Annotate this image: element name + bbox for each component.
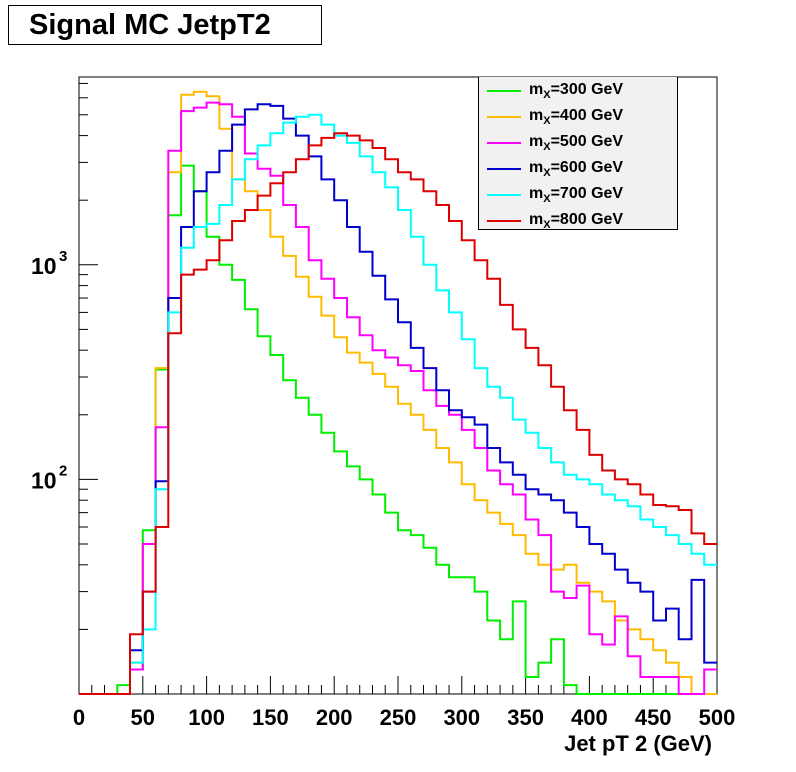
- legend-label-mass: =500 GeV: [550, 133, 624, 150]
- legend-label-symbol: m: [529, 133, 544, 150]
- legend-label-mass: =300 GeV: [550, 81, 624, 98]
- legend-entry: mX=500 GeV: [479, 129, 679, 155]
- legend-label: mX=500 GeV: [529, 133, 623, 153]
- legend-line-swatch: [487, 168, 521, 170]
- x-tick-label: 250: [380, 705, 417, 730]
- legend-label-subscript: X: [543, 219, 551, 232]
- legend-entry: mX=300 GeV: [479, 77, 679, 103]
- legend-entry: mX=600 GeV: [479, 155, 679, 181]
- legend-label-mass: =800 GeV: [550, 211, 624, 228]
- x-tick-label: 200: [316, 705, 353, 730]
- legend-label-subscript: X: [543, 141, 551, 154]
- legend-label-subscript: X: [543, 167, 551, 180]
- legend-label-symbol: m: [529, 159, 544, 176]
- legend-label-subscript: X: [543, 89, 551, 102]
- x-tick-label: 100: [188, 705, 225, 730]
- x-tick-label: 300: [443, 705, 480, 730]
- series-line-6: [79, 132, 717, 695]
- series-line-2: [79, 90, 717, 695]
- legend-label-symbol: m: [529, 185, 544, 202]
- y-tick-label: 10: [31, 467, 57, 493]
- legend-line-swatch: [487, 116, 521, 118]
- legend-label-subscript: X: [543, 193, 551, 206]
- legend-entry: mX=800 GeV: [479, 207, 679, 233]
- y-tick-label: 10: [31, 253, 57, 279]
- legend-label: mX=400 GeV: [529, 107, 623, 127]
- legend-entry: mX=700 GeV: [479, 181, 679, 207]
- chart-title-box: Signal MC JetpT2: [8, 5, 322, 45]
- legend-label-symbol: m: [529, 107, 544, 124]
- legend-label-mass: =600 GeV: [550, 159, 624, 176]
- chart-title: Signal MC JetpT2: [29, 9, 271, 41]
- x-axis-label: Jet pT 2 (GeV): [564, 731, 712, 756]
- legend-label-symbol: m: [529, 81, 544, 98]
- x-tick-label: 350: [507, 705, 544, 730]
- series-line-4: [79, 103, 717, 695]
- legend-label: mX=700 GeV: [529, 185, 623, 205]
- legend-line-swatch: [487, 220, 521, 222]
- x-tick-label: 500: [699, 705, 736, 730]
- x-tick-label: 450: [635, 705, 672, 730]
- y-tick-label-exponent: 2: [59, 462, 67, 479]
- legend-label-mass: =400 GeV: [550, 107, 624, 124]
- legend-label-symbol: m: [529, 211, 544, 228]
- legend-line-swatch: [487, 90, 521, 92]
- legend-label-subscript: X: [543, 115, 551, 128]
- series-layer: [79, 90, 717, 695]
- legend: mX=300 GeV mX=400 GeV mX=500 GeV mX=600 GeV…: [478, 77, 679, 233]
- legend-line-swatch: [487, 194, 521, 196]
- series-line-3: [79, 101, 717, 695]
- x-tick-label: 0: [73, 705, 85, 730]
- legend-label: mX=800 GeV: [529, 211, 623, 231]
- legend-label: mX=600 GeV: [529, 159, 623, 179]
- x-tick-label: 50: [131, 705, 155, 730]
- series-line-5: [79, 113, 717, 695]
- x-tick-label: 150: [252, 705, 289, 730]
- y-tick-label-exponent: 3: [59, 248, 67, 265]
- x-tick-label: 400: [571, 705, 608, 730]
- legend-label: mX=300 GeV: [529, 81, 623, 101]
- legend-line-swatch: [487, 142, 521, 144]
- legend-entry: mX=400 GeV: [479, 103, 679, 129]
- legend-label-mass: =700 GeV: [550, 185, 624, 202]
- series-line-1: [79, 164, 717, 695]
